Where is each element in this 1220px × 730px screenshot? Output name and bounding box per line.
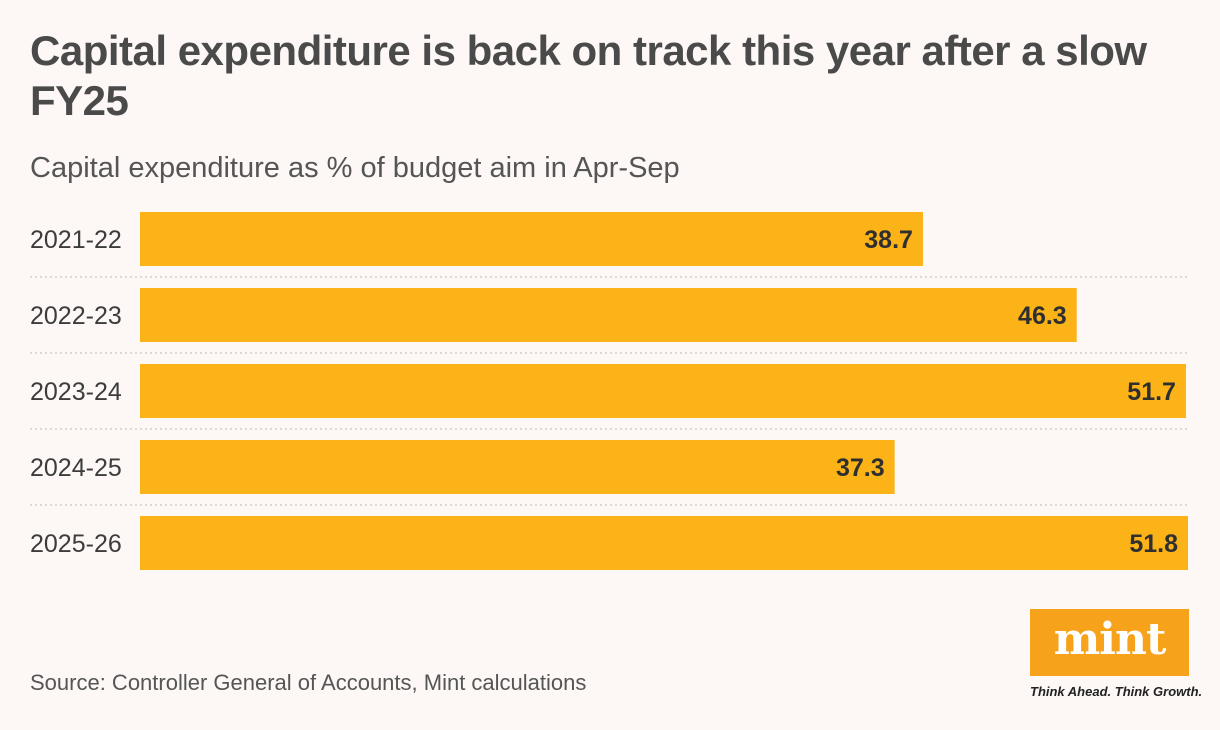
bar — [140, 212, 923, 266]
category-label: 2023-24 — [30, 378, 122, 406]
bar-value-label: 51.8 — [1129, 530, 1178, 558]
bar-value-label: 37.3 — [836, 454, 885, 482]
category-label: 2025-26 — [30, 530, 122, 558]
bar — [140, 516, 1188, 570]
bar-chart: 2021-22 38.7 2022-23 46.3 2023-24 51.7 2024-25… — [30, 212, 1188, 570]
category-label: 2021-22 — [30, 226, 122, 254]
bar-value-label: 38.7 — [864, 226, 913, 254]
category-label: 2022-23 — [30, 302, 122, 330]
mint-logo: mint — [1030, 609, 1189, 676]
logo-wordmark: mint — [1053, 614, 1167, 665]
chart-title: Capital expenditure is back on track thi… — [30, 27, 1147, 124]
logo-tagline: Think Ahead. Think Growth. — [1030, 684, 1203, 699]
bar-value-label: 51.7 — [1127, 378, 1176, 406]
bar — [140, 364, 1186, 418]
bar-value-label: 46.3 — [1018, 302, 1067, 330]
bar — [140, 440, 895, 494]
source-note: Source: Controller General of Accounts, … — [30, 670, 587, 695]
bar — [140, 288, 1077, 342]
chart-subtitle: Capital expenditure as % of budget aim i… — [30, 152, 680, 184]
category-label: 2024-25 — [30, 454, 122, 482]
